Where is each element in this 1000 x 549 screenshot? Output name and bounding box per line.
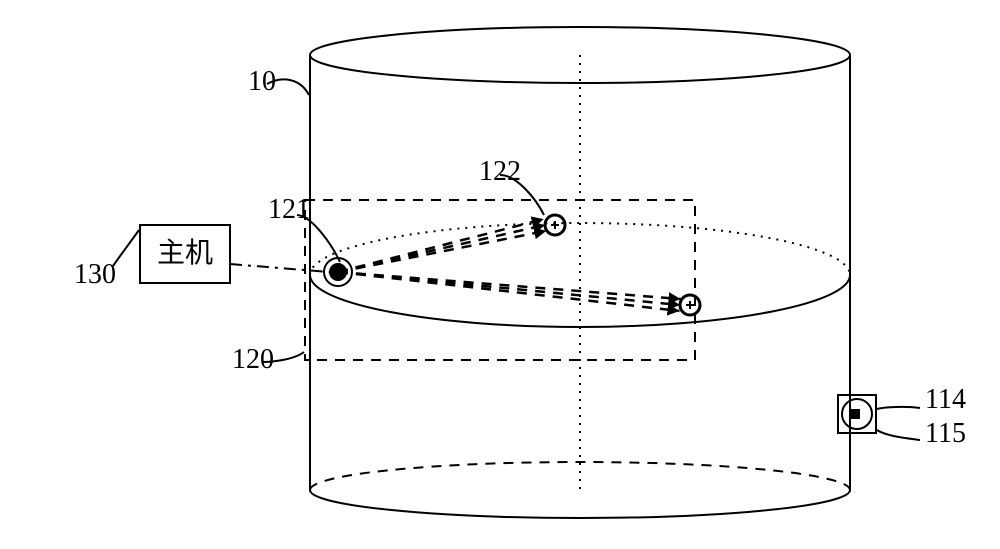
ref-115: 115 (925, 420, 966, 448)
ref-120: 120 (232, 346, 274, 374)
ref-121: 121 (268, 196, 310, 224)
ref-130: 130 (74, 261, 116, 289)
ref-10: 10 (248, 68, 276, 96)
ref-122: 122 (479, 158, 521, 186)
ref-114: 114 (925, 386, 966, 414)
host-label: 主机 (140, 225, 230, 283)
